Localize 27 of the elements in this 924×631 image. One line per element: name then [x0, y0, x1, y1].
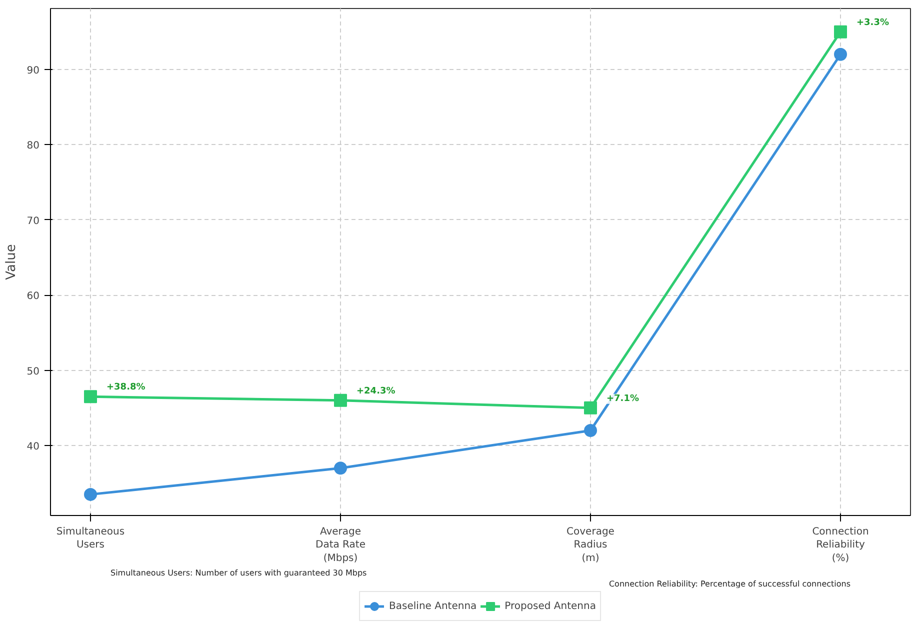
legend-label: Proposed Antenna	[504, 600, 596, 612]
x-tick-label: Coverage Radius (m)	[566, 526, 614, 564]
point	[334, 462, 347, 475]
legend-label: Baseline Antenna	[389, 600, 477, 612]
x-tick-label: Simultaneous Users	[56, 526, 125, 551]
annotation: +3.3%	[856, 18, 890, 28]
annotation: +38.8%	[106, 382, 146, 393]
point	[334, 394, 347, 407]
point	[584, 424, 597, 437]
y-tick-label: 40	[26, 442, 40, 453]
y-tick-label: 80	[26, 140, 40, 152]
point	[84, 390, 97, 404]
annotation: +7.1%	[606, 394, 640, 404]
y-tick-label: 50	[26, 366, 40, 378]
y-tick-label: 60	[26, 291, 40, 302]
point	[584, 401, 597, 414]
y-tick-label: 70	[26, 216, 40, 227]
y-tick-label: 90	[26, 65, 40, 76]
annotation: +24.3%	[356, 386, 396, 396]
text: Simultaneous Users: Number of users with guaranteed 30 Mbps	[110, 568, 367, 578]
x-tick-label: Average Data Rate (Mbps)	[316, 526, 366, 564]
point	[834, 48, 847, 61]
x-tick-label: Connection Reliability (%)	[812, 526, 869, 564]
point	[834, 25, 847, 38]
text: Connection Reliability: Percentage of successful connections	[608, 580, 851, 588]
point	[84, 488, 97, 501]
y-axis-title: Value	[4, 244, 19, 280]
